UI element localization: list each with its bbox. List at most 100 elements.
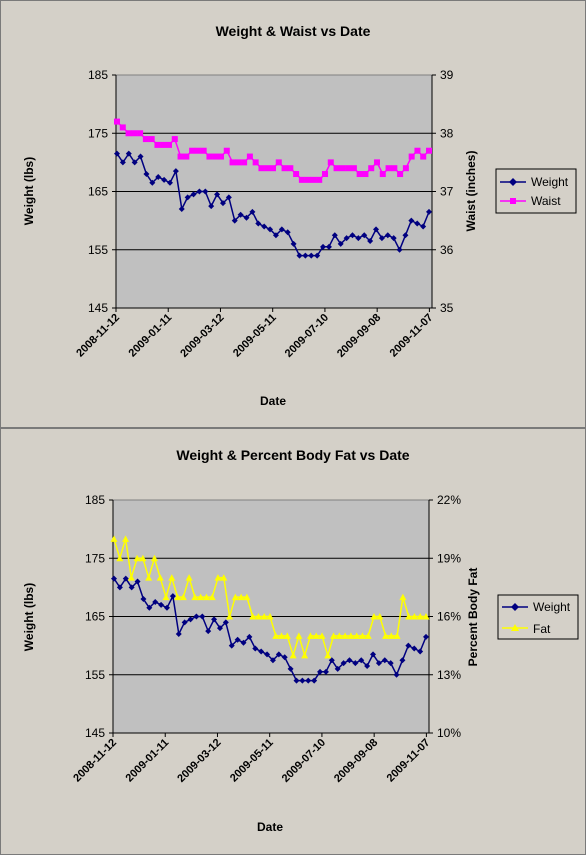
data-point-fat — [231, 593, 239, 601]
data-point-fat — [283, 632, 291, 639]
data-point-waist — [246, 153, 253, 160]
data-point-fat — [260, 613, 268, 620]
data-point-weight — [302, 252, 309, 259]
data-point-fat — [382, 632, 390, 639]
data-point-fat — [405, 613, 413, 620]
data-point-fat — [254, 613, 262, 620]
data-point-waist — [241, 159, 248, 166]
data-point-waist — [183, 153, 190, 160]
legend-label-weight: Weight — [531, 175, 569, 189]
data-point-weight — [370, 651, 377, 658]
data-point-weight — [211, 616, 218, 623]
x-tick-label: 2009-11-07 — [388, 312, 436, 360]
data-point-waist — [362, 171, 369, 178]
data-point-weight — [243, 214, 250, 221]
data-point-fat — [387, 632, 395, 639]
y-axis-label: Weight (lbs) — [22, 157, 36, 225]
data-point-fat — [139, 554, 147, 562]
data-point-weight — [114, 150, 120, 157]
data-point-weight — [331, 232, 338, 239]
data-point-weight — [128, 584, 135, 591]
data-point-weight — [346, 657, 353, 664]
waist-marker-icon — [510, 198, 516, 204]
data-point-weight — [349, 232, 356, 239]
data-point-weight — [219, 200, 226, 207]
data-point-fat — [197, 593, 205, 601]
data-point-weight — [178, 205, 185, 212]
data-point-fat — [174, 593, 182, 601]
data-point-weight — [375, 660, 382, 667]
data-point-waist — [402, 165, 409, 172]
data-point-fat — [364, 632, 372, 639]
legend: Weight Waist — [495, 168, 577, 214]
y2-tick-label: 35 — [440, 301, 454, 315]
data-point-fat — [272, 632, 280, 639]
data-point-waist — [327, 159, 334, 166]
data-point-weight — [293, 677, 300, 684]
x-tick-label: 2009-01-11 — [124, 737, 172, 785]
data-point-waist — [154, 141, 161, 148]
data-point-waist — [287, 165, 294, 172]
data-point-waist — [229, 159, 236, 166]
data-point-weight — [314, 252, 321, 259]
data-point-weight — [408, 217, 415, 224]
data-point-fat — [335, 632, 343, 639]
y-tick-label: 175 — [85, 551, 105, 565]
data-point-fat — [122, 535, 130, 542]
data-point-weight — [420, 223, 427, 230]
data-point-waist — [114, 118, 120, 125]
data-point-fat — [110, 535, 118, 542]
data-point-fat — [410, 613, 418, 620]
y-tick-label: 155 — [85, 668, 105, 682]
x-tick-label: 2008-11-12 — [71, 737, 119, 785]
x-tick-label: 2009-09-08 — [335, 312, 383, 360]
data-point-weight — [134, 578, 141, 585]
data-point-waist — [356, 171, 363, 178]
data-point-weight — [361, 232, 368, 239]
data-point-weight — [423, 633, 429, 640]
weight-fat-chart: Weight & Percent Body Fat vs Date 145 155… — [22, 447, 579, 834]
data-point-weight — [140, 596, 147, 603]
data-point-weight — [287, 665, 294, 672]
data-point-weight — [352, 660, 359, 667]
y2-tick-label: 22% — [437, 493, 461, 507]
data-point-weight — [228, 642, 235, 649]
data-point-weight — [343, 235, 350, 242]
data-point-fat — [295, 632, 303, 639]
data-point-fat — [358, 632, 366, 639]
data-point-fat — [214, 574, 222, 581]
data-point-waist — [160, 141, 167, 148]
y2-tick-label: 19% — [437, 551, 461, 565]
data-point-weight — [258, 648, 265, 655]
data-point-waist — [322, 171, 328, 178]
data-point-fat — [399, 593, 407, 601]
x-tick-label: 2009-05-11 — [228, 737, 276, 785]
data-point-waist — [385, 165, 392, 172]
data-point-waist — [171, 136, 178, 143]
y2-tick-label: 38 — [440, 126, 454, 140]
chart-title: Weight & Waist vs Date — [216, 23, 371, 39]
data-point-weight — [202, 188, 209, 195]
data-point-fat — [289, 651, 297, 659]
y2-tick-label: 16% — [437, 610, 461, 624]
data-point-weight — [175, 630, 182, 637]
data-point-weight — [161, 176, 168, 183]
x-tick-label: 2009-07-10 — [280, 737, 328, 785]
data-point-fat — [127, 574, 135, 581]
data-point-weight — [131, 159, 138, 166]
data-point-weight — [193, 613, 200, 620]
data-point-weight — [384, 232, 391, 239]
data-point-weight — [387, 660, 394, 667]
data-point-fat — [324, 651, 332, 659]
data-point-weight — [190, 191, 197, 198]
weight-waist-chart: Weight & Waist vs Date 145 155 165 175 185 35… — [22, 23, 577, 408]
data-point-waist — [397, 171, 404, 178]
x-tick-label: 2008-11-12 — [74, 312, 122, 360]
data-point-fat — [145, 574, 153, 581]
data-point-weight — [216, 625, 223, 632]
data-point-fat — [179, 593, 187, 601]
data-point-weight — [399, 657, 406, 664]
x-axis-label: Date — [257, 820, 283, 834]
data-point-fat — [422, 613, 430, 620]
data-point-weight — [367, 238, 374, 245]
